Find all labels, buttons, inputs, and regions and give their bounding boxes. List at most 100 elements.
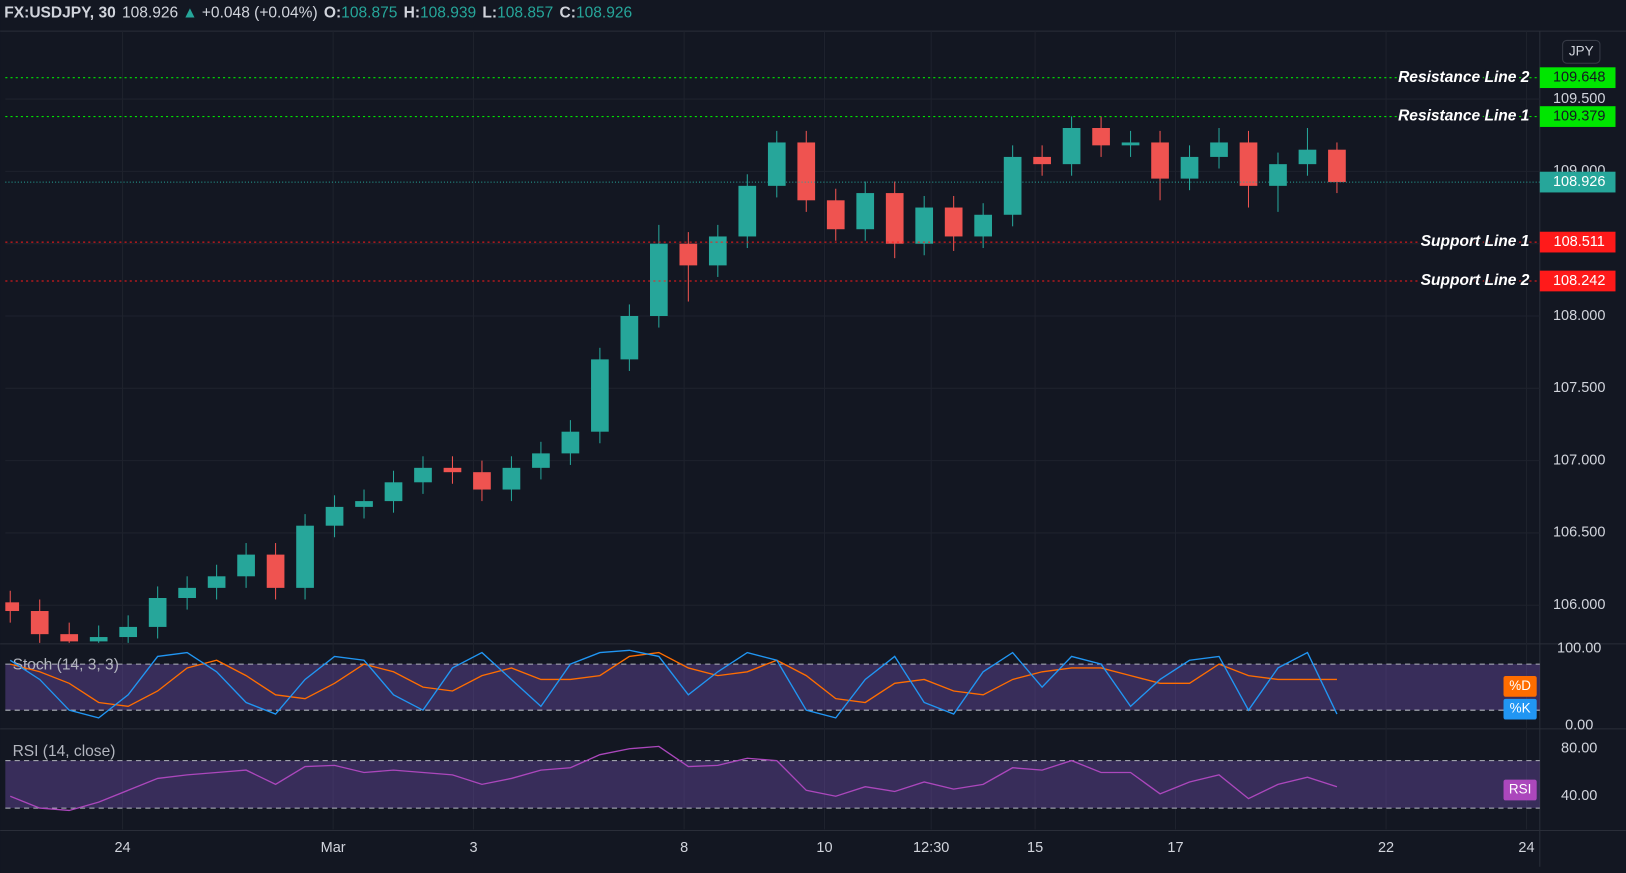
candle-body (797, 142, 816, 201)
x-tick-label: 10 (816, 840, 832, 856)
candle-body (767, 142, 786, 186)
change: +0.048 (+0.04%) (202, 5, 318, 22)
candle-body (885, 193, 904, 244)
candle-body (148, 597, 167, 627)
x-tick-label: 22 (1378, 840, 1394, 856)
candle-body (1328, 149, 1346, 183)
x-tick-label: 12:30 (913, 840, 949, 856)
candle-body (296, 525, 314, 588)
high-label: H: (404, 5, 420, 22)
candle-body (30, 611, 49, 635)
candle-body (738, 185, 757, 237)
pane-title: Stoch (14, 3, 3) (13, 657, 119, 674)
price-line-box (1539, 106, 1616, 127)
price-line-name: Support Line 2 (1421, 272, 1530, 289)
candle-body (1298, 149, 1317, 165)
legend-label: %D (1509, 678, 1531, 693)
candle-body (1121, 142, 1140, 146)
candle-body (620, 315, 639, 360)
price-line-name: Support Line 1 (1421, 233, 1530, 250)
band-fill (5, 760, 1540, 809)
candle-body (355, 501, 373, 507)
candle-body (119, 626, 138, 638)
indicator-line (9, 649, 1338, 719)
candle-body (1239, 142, 1258, 186)
candle-body (708, 236, 727, 266)
candles (5, 116, 1346, 643)
y-tick-label: 40.00 (1561, 788, 1597, 804)
candle-body (207, 576, 226, 588)
symbol: FX:USDJPY, 30 (4, 5, 116, 22)
candle-body (414, 467, 432, 483)
band-fill (5, 664, 1540, 711)
price-line-value: 108.242 (1553, 273, 1605, 289)
candle-body (266, 554, 285, 588)
x-tick-label: 8 (680, 840, 688, 856)
legend-label: RSI (1509, 782, 1531, 797)
close: 108.926 (576, 5, 632, 22)
candle-body (856, 193, 875, 230)
candle-body (944, 207, 963, 237)
y-tick-label: 108.000 (1553, 308, 1605, 324)
price-line-box (1539, 270, 1616, 292)
y-tick-label: 109.500 (1553, 91, 1605, 107)
candle-body (60, 634, 79, 642)
price-line-name: Resistance Line 2 (1398, 69, 1530, 86)
indicator-line (10, 651, 1337, 708)
close-label: C: (560, 5, 576, 22)
price-line-value: 108.511 (1554, 234, 1605, 250)
candle-body (1062, 127, 1081, 165)
candle-body (473, 472, 491, 490)
x-tick-label: 24 (114, 840, 130, 856)
y-tick-label: 106.500 (1553, 525, 1605, 541)
price-line-box (1539, 231, 1616, 253)
candle-body (1151, 142, 1169, 179)
legend-box (1503, 676, 1537, 697)
candle-body (679, 243, 698, 266)
candle-body (178, 587, 196, 598)
candle-body (591, 359, 609, 432)
y-tick-label: 80.00 (1561, 741, 1597, 757)
last-price-box (1539, 171, 1616, 193)
candle-body (561, 431, 580, 454)
candle-body (5, 602, 20, 612)
candle-body (1033, 156, 1051, 165)
header: FX:USDJPY, 30 108.926 ▲ +0.048 (+0.04%) O:10… (4, 5, 632, 22)
candle-body (532, 453, 550, 468)
y-tick-label: 100.00 (1557, 641, 1601, 657)
candle-body (915, 207, 934, 244)
price-line-box (1539, 67, 1616, 89)
price-line-name: Resistance Line 1 (1398, 108, 1529, 125)
candle-body (443, 467, 462, 473)
x-tick-label: 24 (1518, 840, 1534, 856)
open: 108.875 (341, 5, 397, 22)
candle-body (502, 467, 521, 490)
low: 108.857 (497, 5, 553, 22)
indicator-line (9, 745, 1338, 812)
x-tick-label: 15 (1027, 840, 1043, 856)
candle-body (974, 214, 992, 237)
candle-body (650, 243, 668, 316)
y-tick-label: 107.000 (1553, 452, 1605, 468)
candle-body (1180, 156, 1199, 179)
legend-label: %K (1510, 701, 1531, 716)
high: 108.939 (420, 5, 476, 22)
legend-box (1503, 698, 1537, 720)
currency[interactable]: JPY (1569, 43, 1594, 58)
currency-box[interactable] (1562, 39, 1601, 64)
x-tick-label: 17 (1167, 840, 1183, 856)
last-price-label: 108.926 (1553, 174, 1605, 190)
pane-title: RSI (14, close) (13, 743, 116, 760)
y-tick-label: 106.000 (1553, 597, 1605, 613)
y-tick-label: 107.500 (1553, 380, 1605, 396)
legend-box (1503, 779, 1537, 801)
arrow: ▲ (182, 5, 197, 22)
candle-body (1092, 127, 1110, 146)
price-line-value: 109.648 (1553, 69, 1605, 85)
open-label: O: (324, 5, 341, 22)
x-tick-label: 3 (469, 840, 477, 856)
candle-body (384, 482, 403, 502)
